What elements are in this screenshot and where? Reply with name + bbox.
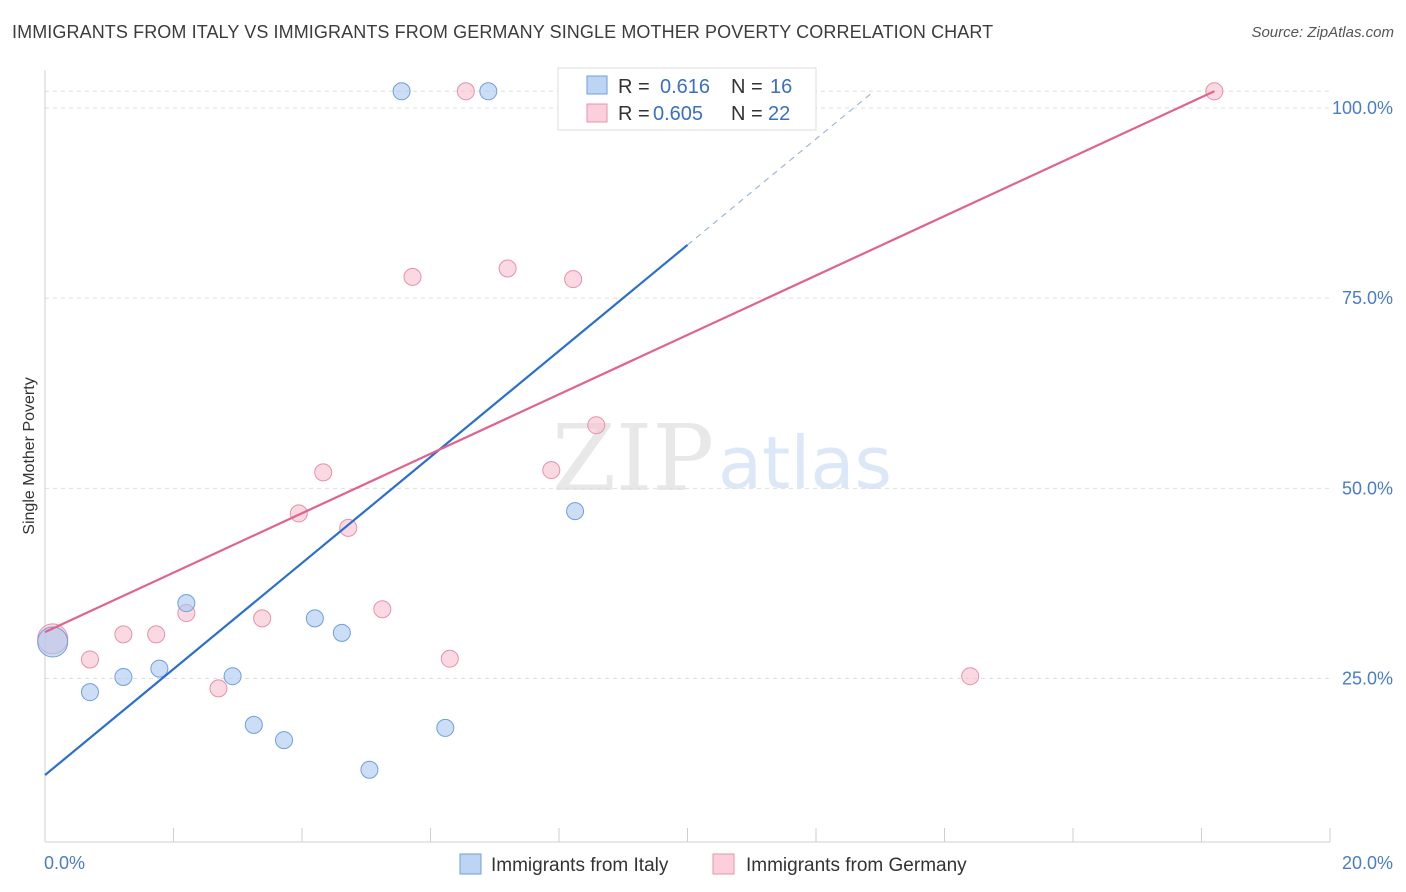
bottom-legend-swatch-italy [459, 853, 482, 875]
point-germany-12 [440, 649, 459, 668]
y-tick-label-100: 100.0% [1332, 98, 1393, 118]
point-germany-9 [339, 518, 358, 537]
trend-line-italy [44, 244, 689, 776]
legend-n-label-italy: N = [731, 76, 763, 98]
watermark-zip: ZIP [552, 405, 714, 512]
point-germany-7 [289, 504, 308, 523]
series-legend: Immigrants from Italy Immigrants from Ge… [459, 853, 967, 876]
point-italy-2 [114, 667, 133, 686]
point-italy-12 [436, 718, 455, 737]
point-germany-16 [564, 270, 583, 289]
y-tick-labels: 25.0% 50.0% 75.0% 100.0% [1332, 98, 1393, 688]
point-germany-10 [373, 600, 392, 619]
legend-n-label-germany: N = [731, 103, 763, 125]
legend-r-label-italy: R = [618, 76, 650, 98]
point-germany-5 [209, 679, 228, 698]
x-axis-ticks [44, 828, 1331, 842]
point-germany-17 [587, 416, 606, 435]
point-germany-1 [80, 650, 99, 669]
trend-line-italy-extension [687, 90, 875, 246]
y-tick-label-50: 50.0% [1342, 478, 1393, 498]
y-tick-label-75: 75.0% [1342, 288, 1393, 308]
trend-line-germany [44, 90, 1215, 634]
point-italy-11 [392, 82, 411, 101]
point-italy-13 [479, 82, 498, 101]
x-tick-label-min: 0.0% [44, 853, 85, 873]
legend-r-value-germany: 0.605 [653, 103, 703, 125]
point-germany-3 [147, 625, 166, 644]
legend-n-value-italy: 16 [770, 76, 792, 98]
trend-lines [44, 90, 1215, 776]
chart-title: IMMIGRANTS FROM ITALY VS IMMIGRANTS FROM… [12, 22, 994, 42]
point-germany-2 [114, 625, 133, 644]
y-tick-label-25: 25.0% [1342, 668, 1393, 688]
stats-legend: R = 0.616 N = 16 R = 0.605 N = 22 [557, 67, 817, 131]
point-italy-1 [80, 683, 99, 702]
watermark-atlas: atlas [718, 421, 892, 505]
legend-r-value-italy: 0.616 [660, 76, 710, 98]
x-tick-label-max: 20.0% [1342, 853, 1393, 873]
point-germany-8 [314, 463, 333, 482]
bottom-legend-label-germany: Immigrants from Germany [746, 855, 967, 876]
bottom-legend-label-italy: Immigrants from Italy [491, 855, 669, 876]
bottom-legend-swatch-germany [712, 853, 735, 875]
legend-swatch-italy [586, 75, 608, 95]
point-germany-13 [456, 82, 475, 101]
point-italy-10 [360, 760, 379, 779]
point-germany-15 [542, 461, 561, 480]
point-germany-6 [253, 609, 272, 628]
point-italy-4 [177, 594, 196, 613]
point-italy-7 [275, 731, 294, 750]
point-italy-6 [244, 715, 263, 734]
legend-r-label-germany: R = [618, 103, 650, 125]
point-italy-14 [566, 502, 585, 521]
series-italy [37, 82, 697, 779]
y-axis-title: Single Mother Poverty [21, 377, 38, 534]
point-italy-3 [150, 659, 169, 678]
source-label: Source: ZipAtlas.com [1251, 24, 1394, 41]
point-italy-0 [37, 626, 69, 658]
legend-n-value-germany: 22 [768, 103, 790, 125]
point-germany-11 [403, 267, 422, 286]
point-italy-9 [332, 623, 351, 642]
point-italy-5 [223, 667, 242, 686]
gridlines [45, 90, 1330, 679]
point-italy-8 [305, 609, 324, 628]
point-germany-20 [961, 667, 980, 686]
point-germany-14 [498, 259, 517, 278]
legend-swatch-germany [586, 103, 608, 123]
series-germany [37, 82, 1224, 698]
